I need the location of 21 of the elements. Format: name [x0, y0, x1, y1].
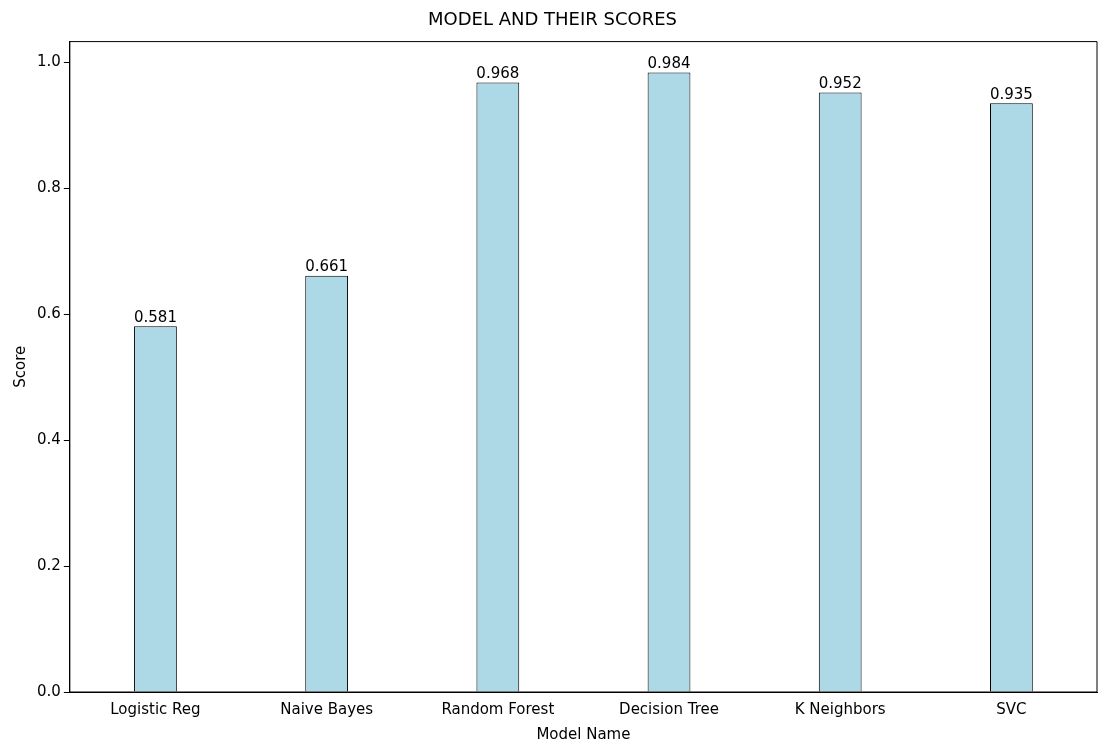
x-tick-label: Naive Bayes: [280, 699, 374, 718]
data-label: 0.661: [305, 257, 349, 276]
y-axis-title: Score: [10, 345, 29, 388]
y-tick-label: 0.0: [37, 681, 61, 700]
data-label: 0.984: [647, 53, 691, 72]
x-tick-label: K Neighbors: [794, 699, 886, 718]
y-tick-label: 0.2: [37, 555, 61, 574]
x-tick-label: SVC: [996, 699, 1027, 718]
y-tick-label: 1.0: [37, 52, 61, 71]
data-label: 0.581: [133, 307, 177, 326]
x-tick-label: Decision Tree: [619, 699, 719, 718]
x-axis-title: Model Name: [536, 724, 631, 743]
x-tick-label: Random Forest: [441, 699, 555, 718]
y-tick-label: 0.4: [37, 430, 61, 449]
data-label: 0.968: [476, 63, 520, 82]
x-tick-label: Logistic Reg: [110, 699, 201, 718]
y-tick-label: 0.8: [37, 178, 61, 197]
data-label: 0.935: [989, 84, 1033, 103]
data-label: 0.952: [818, 73, 862, 92]
y-tick-label: 0.6: [37, 304, 61, 323]
chart-title: MODEL AND THEIR SCORES: [428, 8, 677, 30]
